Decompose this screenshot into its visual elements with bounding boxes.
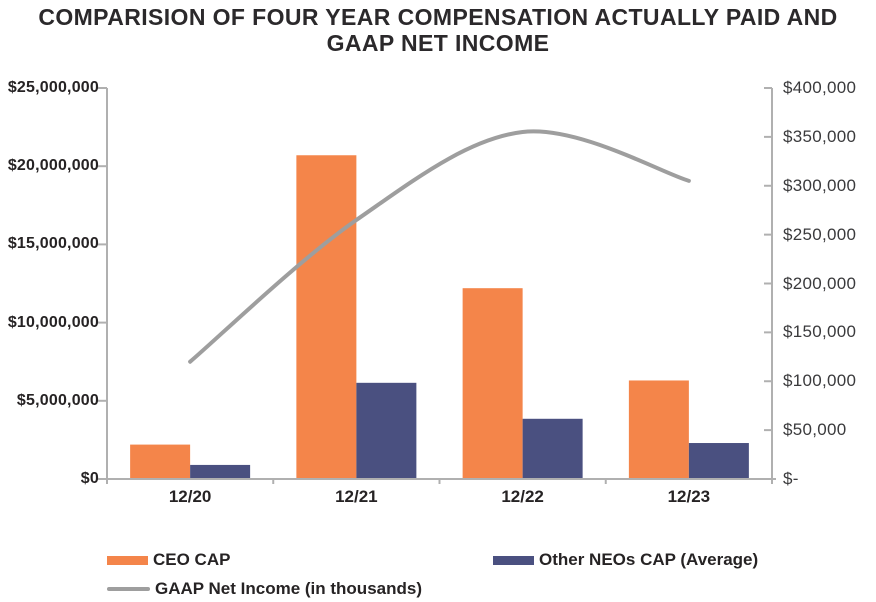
x-axis-label: 12/22 [501, 487, 544, 506]
chart-title: COMPARISION OF FOUR YEAR COMPENSATION AC… [0, 4, 876, 56]
left-axis-tick-label: $0 [80, 470, 99, 487]
bar-other-neos-cap-12-20 [190, 464, 251, 479]
left-axis-tick-label: $25,000,000 [7, 79, 99, 96]
bar-other-neos-cap-12-23 [688, 443, 749, 479]
bar-other-neos-cap-12-21 [356, 382, 417, 479]
legend-label-ceo-cap: CEO CAP [153, 550, 231, 569]
x-axis-label: 12/21 [335, 487, 378, 506]
legend-item-gaap-net-income: GAAP Net Income (in thousands) [107, 579, 422, 599]
left-axis-tick-label: $20,000,000 [7, 157, 99, 175]
right-axis-tick-label: $300,000 [783, 175, 857, 195]
x-axis-label: 12/20 [168, 487, 212, 506]
right-axis-tick-label: $250,000 [783, 224, 857, 244]
legend-item-other-neos-cap: Other NEOs CAP (Average) [493, 550, 758, 570]
right-axis-tick-label: $- [783, 469, 799, 488]
right-axis-tick-label: $50,000 [783, 420, 847, 440]
right-axis-tick-label: $200,000 [783, 273, 857, 293]
chart-title-line2: GAAP NET INCOME [326, 30, 550, 56]
legend-item-ceo-cap: CEO CAP [107, 550, 230, 570]
right-axis-tick-label: $350,000 [783, 126, 857, 146]
bar-ceo-cap-12-22 [462, 288, 523, 479]
gaap-net-income-line-swatch-icon [107, 587, 150, 591]
bar-ceo-cap-12-20 [130, 444, 191, 479]
left-axis-tick-label: $10,000,000 [7, 313, 99, 331]
bar-ceo-cap-12-23 [628, 380, 689, 479]
ceo-cap-swatch-icon [107, 555, 148, 565]
left-axis-tick-label: $5,000,000 [16, 391, 99, 409]
right-axis-tick-label: $100,000 [783, 371, 857, 391]
left-axis-tick-label: $15,000,000 [7, 235, 99, 253]
chart-title-line1: COMPARISION OF FOUR YEAR COMPENSATION AC… [38, 4, 838, 30]
right-axis-tick-label: $150,000 [783, 322, 857, 342]
legend-label-gaap-net-income: GAAP Net Income (in thousands) [155, 579, 422, 598]
x-axis-label: 12/23 [667, 487, 711, 506]
other-neos-cap-swatch-icon [493, 555, 534, 565]
legend-label-other-neos-cap: Other NEOs CAP (Average) [539, 550, 759, 569]
gaap-net-income-line [188, 129, 691, 364]
bar-ceo-cap-12-21 [296, 155, 357, 479]
bar-other-neos-cap-12-22 [522, 418, 583, 479]
right-axis-tick-label: $400,000 [783, 78, 857, 97]
